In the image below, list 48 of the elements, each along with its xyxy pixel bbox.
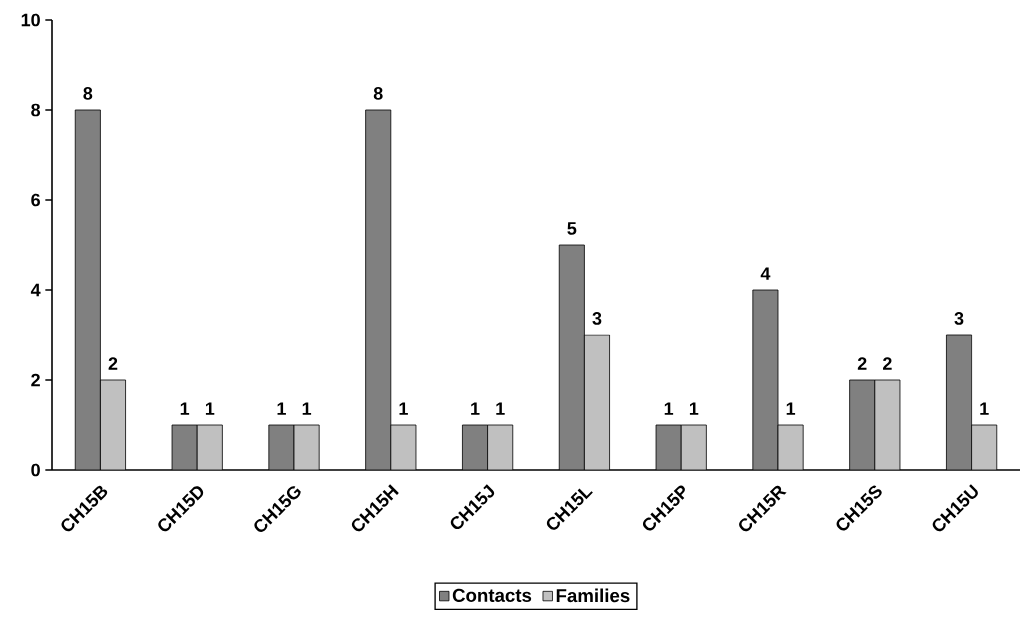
data-label: 8 xyxy=(83,87,93,100)
bar xyxy=(971,424,998,470)
bar xyxy=(171,424,198,470)
data-label: 1 xyxy=(980,402,989,415)
y-tick-label: 2 xyxy=(31,373,40,387)
data-label: 1 xyxy=(302,402,312,415)
bar xyxy=(752,289,779,470)
y-tick-label: 6 xyxy=(31,193,40,207)
data-label: 2 xyxy=(883,357,892,370)
legend-label: Contacts xyxy=(452,588,532,602)
bar xyxy=(100,379,126,470)
data-label: 8 xyxy=(373,87,383,100)
data-label: 1 xyxy=(471,402,480,415)
data-label: 5 xyxy=(567,222,577,235)
bar xyxy=(849,379,876,470)
data-label: 4 xyxy=(760,267,771,280)
bar xyxy=(196,424,223,470)
data-label: 1 xyxy=(205,402,215,415)
bar xyxy=(584,334,610,470)
bar xyxy=(487,424,514,470)
bar xyxy=(390,424,417,470)
y-tick-label: 8 xyxy=(31,103,41,117)
y-tick-label: 4 xyxy=(30,283,41,297)
bar xyxy=(293,424,320,470)
bar xyxy=(462,424,488,470)
bar xyxy=(680,424,707,470)
data-label: 3 xyxy=(592,312,602,325)
data-label: 3 xyxy=(954,312,964,325)
bar xyxy=(777,424,804,470)
bar xyxy=(558,244,585,470)
legend-label: Families xyxy=(556,588,630,603)
bar xyxy=(74,109,101,470)
y-tick-label: 10 xyxy=(21,13,40,27)
bar xyxy=(268,424,295,470)
bar xyxy=(874,379,901,470)
data-label: 1 xyxy=(180,402,190,415)
bar xyxy=(655,424,682,470)
data-label: 1 xyxy=(786,402,796,415)
bar xyxy=(946,334,972,470)
data-label: 1 xyxy=(277,402,286,415)
y-tick-label: 0 xyxy=(31,463,40,477)
data-label: 1 xyxy=(496,402,505,415)
data-label: 2 xyxy=(857,357,867,370)
data-label: 1 xyxy=(664,402,674,415)
data-label: 1 xyxy=(399,402,408,415)
data-label: 1 xyxy=(689,402,699,415)
bar xyxy=(365,109,392,470)
data-label: 2 xyxy=(108,357,118,370)
